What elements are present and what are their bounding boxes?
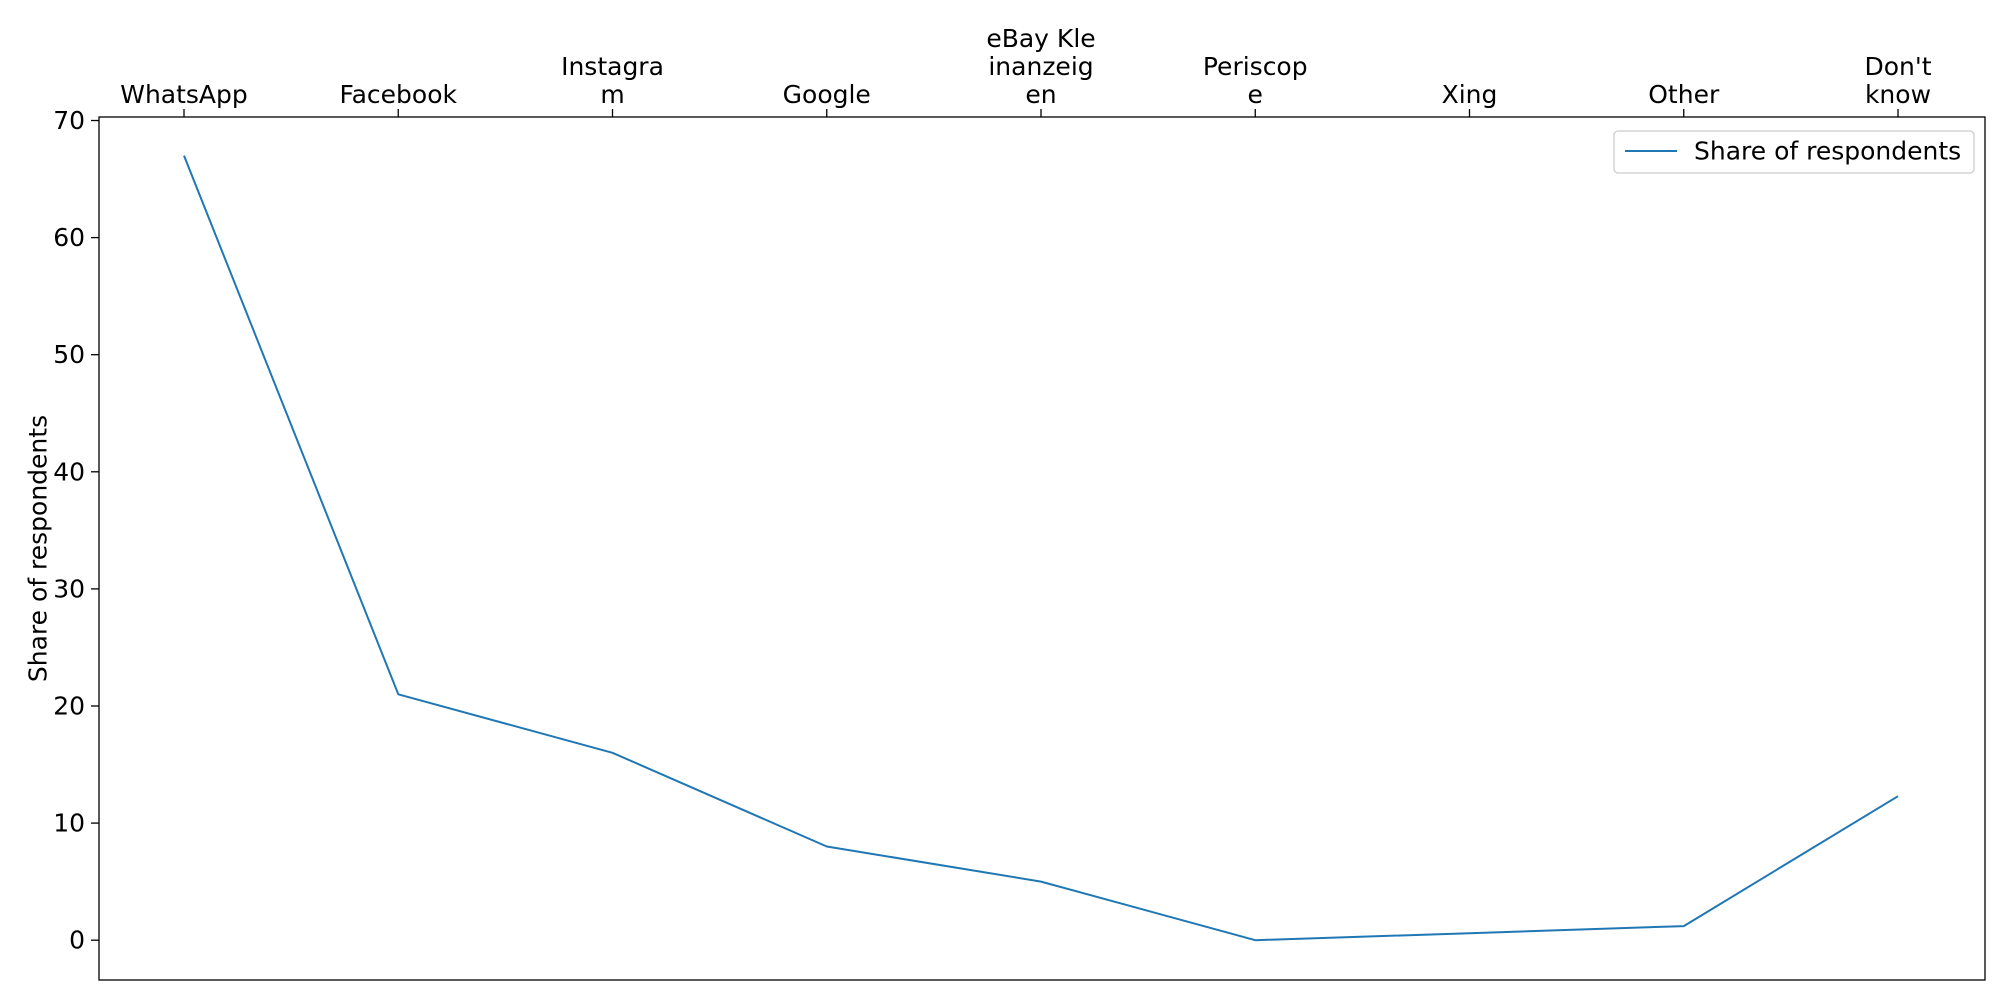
x-tick-label: Instagra m bbox=[561, 52, 664, 109]
data-point bbox=[1040, 881, 1042, 883]
y-tick-label: 40 bbox=[53, 457, 85, 486]
series-line bbox=[183, 155, 1899, 942]
data-point bbox=[826, 846, 828, 848]
x-tick-label: Other bbox=[1648, 80, 1720, 109]
x-axis: WhatsApp Facebook Instagra m Google eBay Kle i… bbox=[120, 24, 1932, 117]
y-tick-label: 0 bbox=[69, 926, 85, 955]
data-point bbox=[1897, 795, 1899, 797]
y-tick-label: 50 bbox=[53, 340, 85, 369]
y-tick-label: 10 bbox=[53, 809, 85, 838]
y-axis-title: Share of respondents bbox=[24, 415, 53, 682]
x-tick-label: Xing bbox=[1442, 80, 1498, 109]
legend-label: Share of respondents bbox=[1694, 137, 1961, 166]
data-point bbox=[1469, 932, 1471, 934]
y-axis: 0 10 20 30 40 50 60 70 bbox=[53, 106, 99, 955]
y-tick-label: 60 bbox=[53, 223, 85, 252]
x-tick-label: Periscop e bbox=[1203, 52, 1308, 109]
data-point bbox=[183, 155, 185, 157]
x-tick-label: Facebook bbox=[340, 80, 458, 109]
data-point bbox=[397, 693, 399, 695]
y-tick-label: 30 bbox=[53, 574, 85, 603]
x-tick-label: eBay Kle inanzeig en bbox=[986, 24, 1095, 109]
data-point bbox=[1254, 939, 1256, 941]
x-tick-label: Google bbox=[783, 80, 871, 109]
data-point bbox=[1683, 925, 1685, 927]
x-tick-label: WhatsApp bbox=[120, 80, 248, 109]
x-tick-label: Don't know bbox=[1864, 52, 1931, 109]
legend-box bbox=[1613, 130, 1975, 174]
legend: Share of respondents bbox=[1613, 130, 1975, 174]
plot-area-frame bbox=[98, 116, 1986, 981]
data-point bbox=[612, 752, 614, 754]
y-tick-label: 20 bbox=[53, 691, 85, 720]
series-layer bbox=[183, 155, 1899, 942]
y-tick-label: 70 bbox=[53, 106, 85, 135]
